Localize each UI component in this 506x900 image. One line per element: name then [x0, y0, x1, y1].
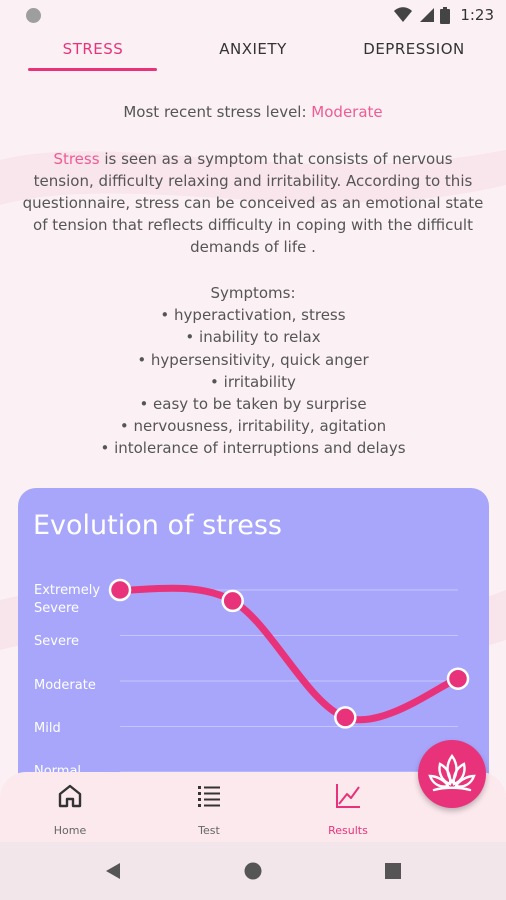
chart-data-point[interactable] [221, 589, 244, 613]
chart-title: Evolution of stress [33, 510, 282, 541]
y-label-moderate: Moderate [34, 678, 96, 693]
tab-indicator [28, 68, 157, 71]
symptom-item: • nervousness, irritability, agitation [119, 417, 387, 436]
recent-level-prefix: Most recent stress level: [123, 103, 312, 121]
system-navigation-bar [0, 842, 506, 900]
tab-anxiety[interactable]: ANXIETY [219, 40, 287, 58]
nav-test[interactable]: Test [159, 782, 259, 837]
description-highlight: Stress [53, 150, 100, 168]
chart-data-point[interactable] [446, 667, 470, 690]
home-icon [58, 784, 82, 808]
battery-icon [440, 6, 451, 24]
status-bar: 1:23 [0, 0, 506, 32]
notification-dot-icon [26, 8, 41, 23]
lotus-fab-button[interactable] [418, 740, 486, 808]
signal-icon [420, 8, 435, 22]
status-time: 1:23 [460, 6, 494, 24]
recents-icon[interactable] [385, 863, 401, 879]
tab-depression[interactable]: DEPRESSION [363, 40, 465, 58]
stress-series-line [116, 584, 462, 723]
y-label-mild: Mild [34, 721, 61, 736]
symptom-item: • inability to relax [185, 328, 321, 347]
back-icon[interactable] [104, 862, 122, 880]
symptom-item: • intolerance of interruptions and delay… [100, 439, 406, 458]
tab-stress[interactable]: STRESS [62, 40, 124, 58]
chart-icon [336, 784, 360, 808]
symptom-item: • hyperactivation, stress [160, 306, 346, 325]
wifi-icon [394, 7, 413, 22]
symptom-item: • easy to be taken by surprise [139, 395, 367, 414]
nav-results-label: Results [328, 824, 368, 837]
list-icon [198, 786, 220, 807]
symptom-item: • hypersensitivity, quick anger [137, 350, 369, 369]
tab-bar: STRESS ANXIETY DEPRESSION [0, 32, 506, 74]
symptoms-title: Symptoms: [210, 284, 296, 302]
recent-level-value: Moderate [311, 103, 383, 121]
symptoms-list: Symptoms: • hyperactivation, stress • in… [22, 282, 484, 460]
stress-description: Stress is seen as a symptom that consist… [22, 148, 484, 258]
home-circle-icon[interactable] [243, 861, 263, 881]
recent-stress-level: Most recent stress level: Moderate [0, 103, 506, 121]
nav-results[interactable]: Results [298, 782, 398, 837]
chart-data-point[interactable] [108, 578, 132, 602]
symptom-item: • irritability [210, 372, 296, 391]
nav-test-label: Test [198, 824, 220, 837]
nav-home-label: Home [53, 824, 87, 837]
lotus-icon [428, 753, 476, 792]
nav-home[interactable]: Home [20, 782, 120, 837]
chart-data-point[interactable] [334, 706, 357, 729]
